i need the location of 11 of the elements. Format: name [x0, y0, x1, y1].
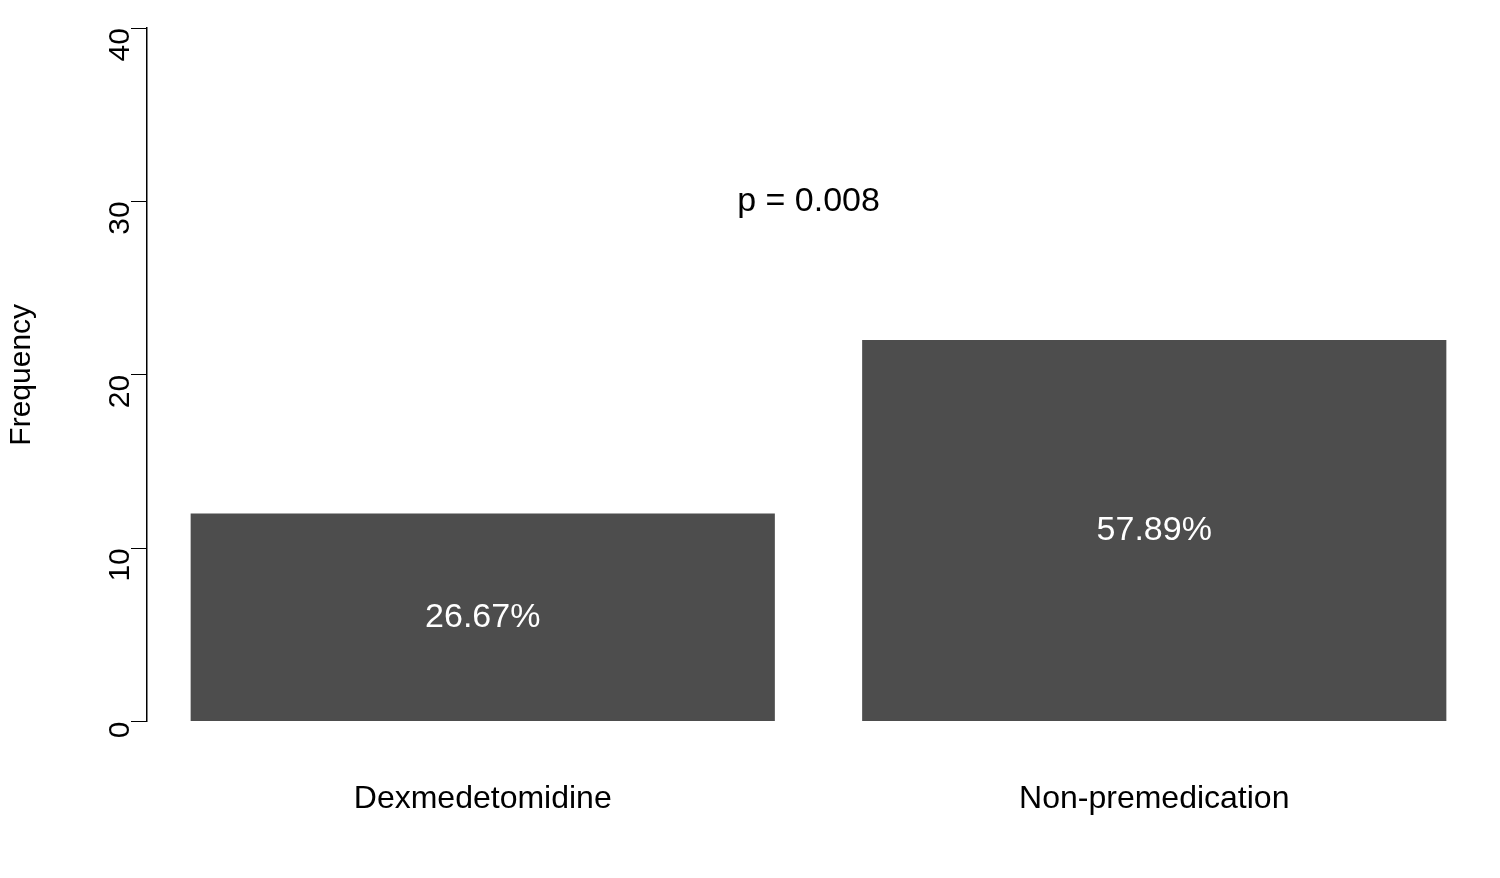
y-axis-title: Frequency [3, 303, 37, 446]
y-tick-label: 40 [102, 28, 136, 62]
y-tick-label: 30 [102, 201, 136, 235]
y-tick-label: 10 [102, 548, 136, 582]
annotation: 57.89% [1096, 508, 1212, 547]
y-tick-label: 20 [102, 374, 136, 409]
annotation: 26.67% [425, 595, 541, 634]
x-tick-label: Non-premedication [1019, 778, 1290, 815]
x-tick-label: Dexmedetomidine [353, 778, 612, 815]
annotation: p = 0.008 [737, 179, 880, 218]
y-tick-label: 0 [102, 721, 136, 739]
